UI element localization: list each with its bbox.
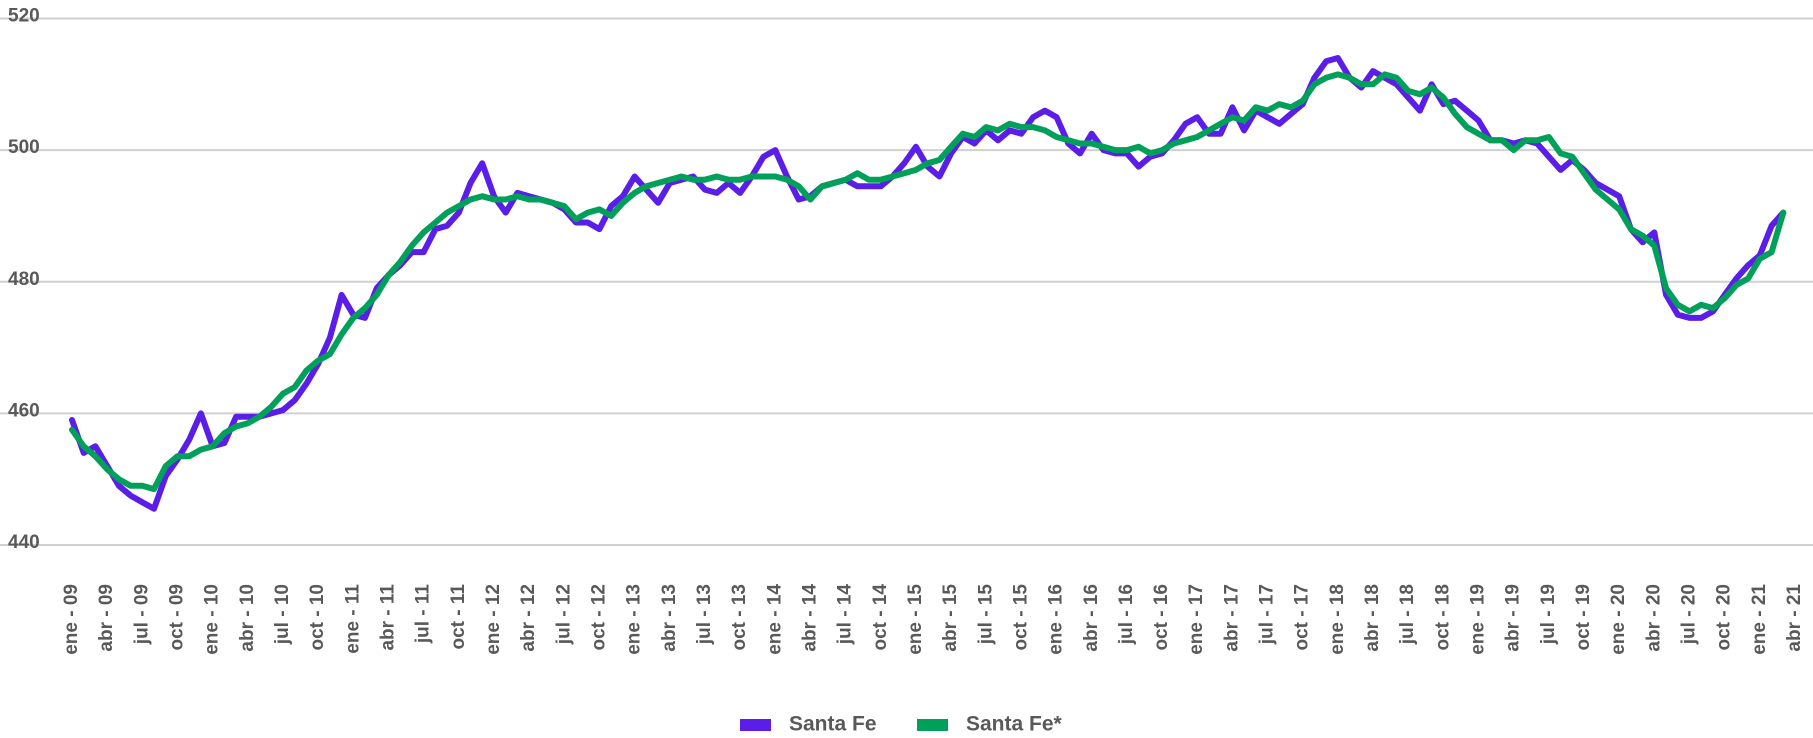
x-tick-label: jul - 15 — [975, 584, 996, 646]
x-tick-label: jul - 20 — [1679, 584, 1700, 645]
x-tick-label: ene - 11 — [342, 584, 363, 654]
x-tick-label: oct - 13 — [729, 584, 750, 651]
x-tick-label: ene - 21 — [1749, 584, 1770, 655]
x-tick-label: jul - 11 — [413, 584, 434, 645]
series-line — [69, 71, 1787, 493]
x-tick-label: ene - 20 — [1608, 584, 1629, 655]
y-tick-label: 500 — [8, 137, 40, 158]
x-tick-label: abr - 16 — [1081, 584, 1102, 652]
x-tick-label: abr - 18 — [1362, 584, 1383, 652]
x-tick-label: oct - 20 — [1714, 584, 1735, 651]
x-tick-label: ene - 13 — [624, 584, 645, 655]
x-tick-label: ene - 12 — [483, 584, 504, 655]
x-tick-label: oct - 11 — [448, 584, 469, 650]
series-line — [69, 55, 1787, 512]
x-tick-label: ene - 10 — [202, 584, 223, 655]
x-tick-label: jul - 19 — [1538, 584, 1559, 645]
y-tick-label: 440 — [8, 532, 40, 553]
x-tick-label: ene - 15 — [905, 584, 926, 655]
x-tick-label: ene - 19 — [1468, 584, 1489, 655]
x-tick-label: jul - 16 — [1116, 584, 1137, 645]
legend-label: Santa Fe — [789, 713, 877, 736]
x-tick-label: abr - 21 — [1784, 584, 1805, 652]
x-tick-label: abr - 10 — [237, 584, 258, 652]
x-tick-label: abr - 11 — [377, 584, 398, 651]
x-tick-label: abr - 20 — [1643, 584, 1664, 652]
x-tick-label: ene - 09 — [61, 584, 82, 655]
x-tick-label: jul - 13 — [694, 584, 715, 645]
x-tick-label: oct - 12 — [588, 584, 609, 651]
x-tick-label: oct - 18 — [1432, 584, 1453, 651]
x-tick-label: oct - 16 — [1151, 584, 1172, 651]
x-tick-label: abr - 12 — [518, 584, 539, 652]
legend-swatch — [917, 719, 948, 731]
x-tick-label: jul - 12 — [553, 584, 574, 645]
x-tick-label: oct - 15 — [1010, 584, 1031, 651]
x-tick-label: abr - 17 — [1221, 584, 1242, 652]
x-tick-label: abr - 09 — [96, 584, 117, 652]
x-tick-label: ene - 14 — [764, 584, 785, 655]
x-tick-label: abr - 14 — [799, 584, 820, 652]
x-tick-label: ene - 16 — [1046, 584, 1067, 655]
x-tick-label: jul - 18 — [1397, 584, 1418, 645]
x-tick-label: jul - 10 — [272, 584, 293, 645]
legend-swatch — [740, 719, 771, 731]
x-tick-label: ene - 17 — [1186, 584, 1207, 655]
y-tick-label: 460 — [8, 400, 40, 421]
x-tick-label: jul - 17 — [1257, 584, 1278, 645]
legend-label: Santa Fe* — [966, 713, 1063, 736]
x-tick-label: oct - 10 — [307, 584, 328, 651]
x-tick-label: ene - 18 — [1327, 584, 1348, 655]
x-tick-label: oct - 19 — [1573, 584, 1594, 651]
x-tick-label: abr - 19 — [1503, 584, 1524, 652]
y-tick-label: 520 — [8, 6, 40, 27]
x-tick-label: abr - 13 — [659, 584, 680, 652]
x-tick-label: jul - 09 — [131, 584, 152, 645]
x-tick-label: abr - 15 — [940, 584, 961, 652]
x-tick-label: oct - 09 — [167, 584, 188, 651]
x-tick-label: oct - 14 — [870, 584, 891, 651]
y-tick-label: 480 — [8, 269, 40, 290]
x-tick-label: jul - 14 — [835, 584, 856, 646]
x-tick-label: oct - 17 — [1292, 584, 1313, 651]
